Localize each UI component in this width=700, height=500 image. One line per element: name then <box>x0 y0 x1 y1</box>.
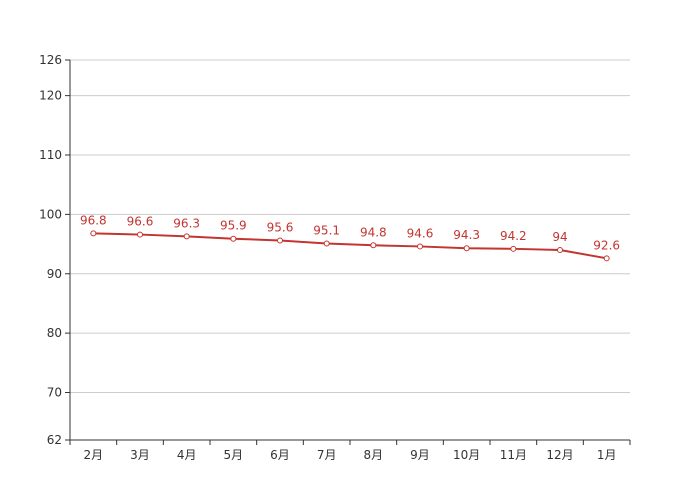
x-tick-label: 12月 <box>546 448 573 462</box>
data-point <box>183 233 190 240</box>
data-point <box>557 247 563 253</box>
x-tick-label: 9月 <box>410 448 430 462</box>
data-point <box>370 242 377 249</box>
y-tick-label: 126 <box>39 53 62 67</box>
data-label: 96.8 <box>80 213 107 227</box>
series <box>90 230 610 262</box>
data-label: 94.2 <box>500 229 527 243</box>
data-label: 95.9 <box>220 219 247 233</box>
data-label: 94.8 <box>360 225 387 239</box>
x-tick-label: 8月 <box>364 448 384 462</box>
data-label: 94.6 <box>407 226 434 240</box>
data-label: 94.3 <box>453 228 480 242</box>
grid-lines <box>70 59 630 393</box>
y-tick-label: 70 <box>47 386 62 400</box>
data-point <box>510 245 517 252</box>
x-tick-label: 2月 <box>84 448 104 462</box>
series-line <box>93 232 607 260</box>
y-tick-label: 120 <box>39 89 62 103</box>
x-tick-label: 1月 <box>597 448 617 462</box>
data-label: 92.6 <box>593 238 620 252</box>
data-label: 94 <box>552 230 567 244</box>
y-tick-label: 110 <box>39 148 62 162</box>
data-label: 96.3 <box>173 216 200 230</box>
x-tick-label: 10月 <box>453 448 480 462</box>
y-tick-label: 90 <box>47 267 62 281</box>
data-point <box>463 245 470 252</box>
x-tick-label: 6月 <box>270 448 290 462</box>
data-point <box>277 237 283 244</box>
axes: 62 70 80 90 100 110 120 126 2月 3月 4月 5月 6月 7月 8月 9月 10月 1… <box>39 53 631 462</box>
x-tick-label: 5月 <box>224 448 244 462</box>
data-label: 95.6 <box>267 221 294 235</box>
data-label: 96.6 <box>127 215 154 229</box>
data-point <box>323 240 330 247</box>
data-point <box>417 243 423 250</box>
data-point <box>603 255 610 262</box>
data-point <box>90 230 97 237</box>
y-tick-label: 80 <box>47 326 62 340</box>
y-tick-label: 62 <box>47 433 62 447</box>
data-labels: 96.8 96.6 96.3 95.9 95.6 95.1 94.8 94.6 94.3 94.2… <box>80 213 620 252</box>
data-point <box>137 231 143 238</box>
x-tick-label: 3月 <box>130 448 150 462</box>
data-label: 95.1 <box>313 223 340 237</box>
x-tick-label: 4月 <box>177 448 197 462</box>
x-tick-label: 11月 <box>500 448 527 462</box>
x-tick-label: 7月 <box>317 448 337 462</box>
y-tick-label: 100 <box>39 207 62 221</box>
data-point <box>230 235 237 242</box>
